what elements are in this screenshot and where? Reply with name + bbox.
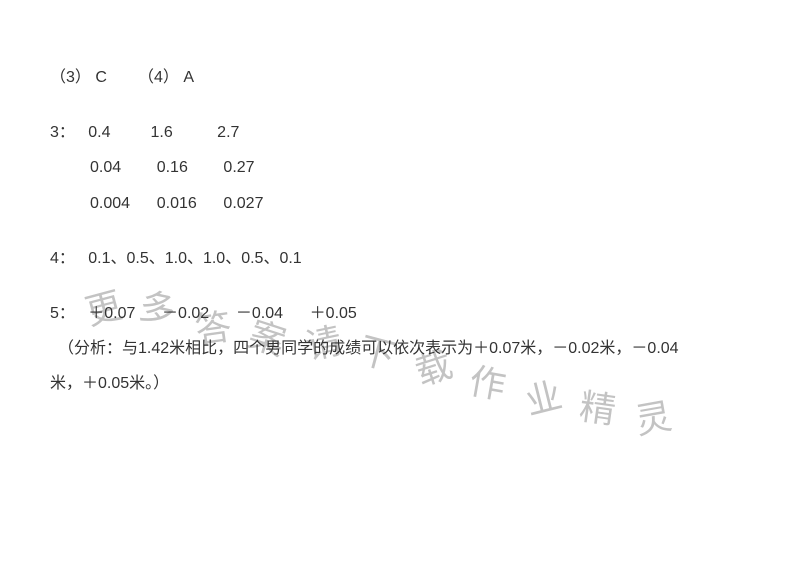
q3-row-2: 0.004 0.016 0.027 [50, 186, 750, 221]
q3-row-1: 0.04 0.16 0.27 [50, 150, 750, 185]
q5-line3: 米，＋0.05米。） [50, 366, 750, 401]
q3-row-0: 3： 0.4 1.6 2.7 [50, 115, 750, 150]
q5-line1: 5： ＋0.07 －0.02 －0.04 ＋0.05 [50, 296, 750, 331]
document-content: （3） C （4） A 3： 0.4 1.6 2.7 0.04 0.16 0.2… [0, 0, 800, 462]
q5-line2: （分析：与1.42米相比，四个男同学的成绩可以依次表示为＋0.07米，－0.02… [50, 331, 750, 366]
q4-answer: 4： 0.1、0.5、1.0、1.0、0.5、0.1 [50, 241, 750, 276]
answer-3-4: （3） C （4） A [50, 60, 750, 95]
